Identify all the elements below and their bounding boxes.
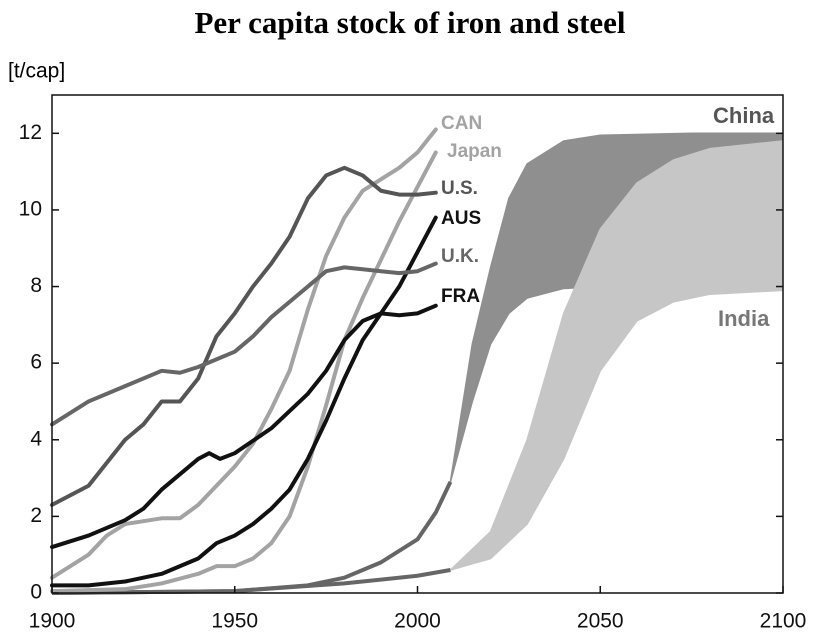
x-tick-label: 2050 bbox=[577, 610, 624, 633]
x-tick-label: 1950 bbox=[211, 610, 258, 633]
series-label: FRA bbox=[441, 286, 480, 307]
band-label: China bbox=[713, 103, 775, 128]
band-edge bbox=[449, 132, 783, 483]
y-tick-label: 0 bbox=[30, 581, 42, 604]
series-label: CAN bbox=[441, 113, 482, 134]
band-fill bbox=[450, 140, 783, 571]
series-line bbox=[50, 150, 438, 594]
series-label: U.K. bbox=[441, 246, 479, 267]
x-tick-label: 2000 bbox=[394, 610, 441, 633]
series-line bbox=[50, 261, 438, 427]
y-tick-label: 10 bbox=[19, 197, 42, 220]
band-edge bbox=[450, 289, 784, 571]
series-line bbox=[50, 165, 438, 507]
series-line bbox=[50, 127, 438, 580]
y-tick-label: 4 bbox=[30, 427, 42, 450]
band-edge bbox=[449, 140, 784, 571]
y-tick-label: 12 bbox=[19, 121, 42, 144]
series-line bbox=[50, 215, 438, 588]
y-axis-label: [t/cap] bbox=[8, 60, 65, 83]
series-label: U.S. bbox=[441, 178, 478, 199]
chart-title: Per capita stock of iron and steel bbox=[194, 5, 625, 40]
y-tick-label: 2 bbox=[30, 504, 42, 527]
y-tick-label: 8 bbox=[30, 274, 42, 297]
series-label: AUS bbox=[441, 208, 481, 229]
series-label: Japan bbox=[447, 141, 502, 162]
band-label: India bbox=[718, 306, 770, 331]
history-line bbox=[51, 481, 453, 595]
x-tick-label: 2100 bbox=[760, 610, 807, 633]
x-tick-label: 1900 bbox=[29, 610, 76, 633]
y-tick-label: 6 bbox=[30, 351, 42, 374]
series-line bbox=[50, 303, 438, 550]
history-line bbox=[51, 568, 451, 595]
